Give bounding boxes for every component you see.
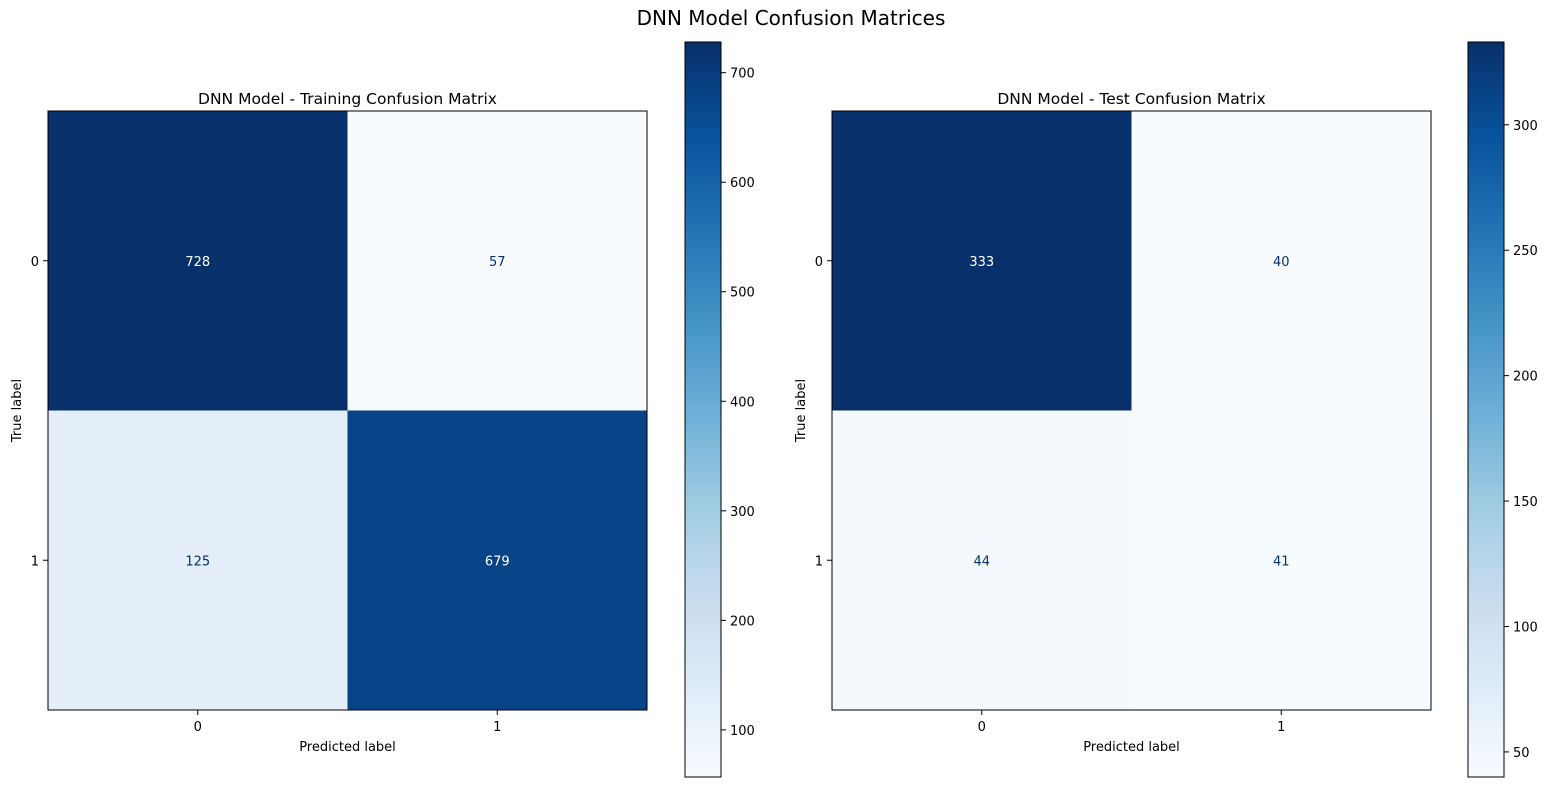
cell-value-0-1: 40	[1273, 255, 1290, 270]
matrix-frame	[831, 110, 1432, 711]
cell-1-1	[347, 410, 647, 710]
colorbar-tick-label: 600	[730, 176, 755, 191]
colorbar-tick-label: 100	[1513, 620, 1538, 635]
cell-value-1-0: 44	[973, 554, 990, 569]
colorbar-tick-label: 300	[1513, 119, 1538, 134]
colorbar-tick-label: 300	[730, 505, 755, 520]
cell-1-0	[48, 410, 348, 710]
y-tick-label: 1	[31, 554, 39, 569]
confusion-matrix-panel-1: 728 57 125 679 DNN Model - Training Confusio…	[10, 41, 755, 778]
colorbar-tick-label: 400	[730, 395, 755, 410]
y-tick-label: 1	[815, 554, 823, 569]
y-axis-label: True label	[10, 379, 25, 443]
cell-value-0-0: 333	[969, 255, 994, 270]
matrix-frame	[47, 110, 648, 711]
cell-value-0-1: 57	[489, 255, 506, 270]
cell-0-1	[347, 111, 647, 411]
colorbar-gradient	[685, 42, 721, 777]
colorbar-frame	[1467, 41, 1505, 778]
y-axis-label: True label	[794, 379, 809, 443]
confusion-matrix-panel-2: 333 40 44 41 DNN Model - Test Confusion Matr…	[794, 41, 1538, 778]
x-tick-label: 1	[1277, 720, 1285, 735]
x-tick-label: 0	[978, 720, 986, 735]
x-axis-label: Predicted label	[1083, 740, 1180, 755]
cell-value-1-0: 125	[185, 554, 210, 569]
y-tick-label: 0	[31, 255, 39, 270]
colorbar-tick-label: 100	[730, 724, 755, 739]
cell-1-0	[832, 410, 1132, 710]
x-tick-label: 0	[194, 720, 202, 735]
colorbar-frame	[684, 41, 722, 778]
cell-value-1-1: 41	[1273, 554, 1290, 569]
colorbar-tick-label: 150	[1513, 495, 1538, 510]
cell-0-1	[1131, 111, 1431, 411]
cell-1-1	[1131, 410, 1431, 710]
cell-value-0-0: 728	[185, 255, 210, 270]
colorbar-tick-label: 50	[1513, 746, 1530, 761]
colorbar-tick-label: 500	[730, 286, 755, 301]
subplot-title: DNN Model - Training Confusion Matrix	[198, 90, 497, 108]
y-tick-label: 0	[815, 255, 823, 270]
x-tick-label: 1	[493, 720, 501, 735]
colorbar-tick-label: 250	[1513, 244, 1538, 259]
cell-value-1-1: 679	[485, 554, 510, 569]
cell-0-0	[832, 111, 1132, 411]
colorbar-tick-label: 200	[730, 614, 755, 629]
x-axis-label: Predicted label	[299, 740, 396, 755]
subplot-title: DNN Model - Test Confusion Matrix	[997, 90, 1265, 108]
colorbar-gradient	[1468, 42, 1504, 777]
colorbar-tick-label: 700	[730, 67, 755, 82]
cell-0-0	[48, 111, 348, 411]
figure-title: DNN Model Confusion Matrices	[637, 6, 946, 30]
colorbar-tick-label: 200	[1513, 370, 1538, 385]
